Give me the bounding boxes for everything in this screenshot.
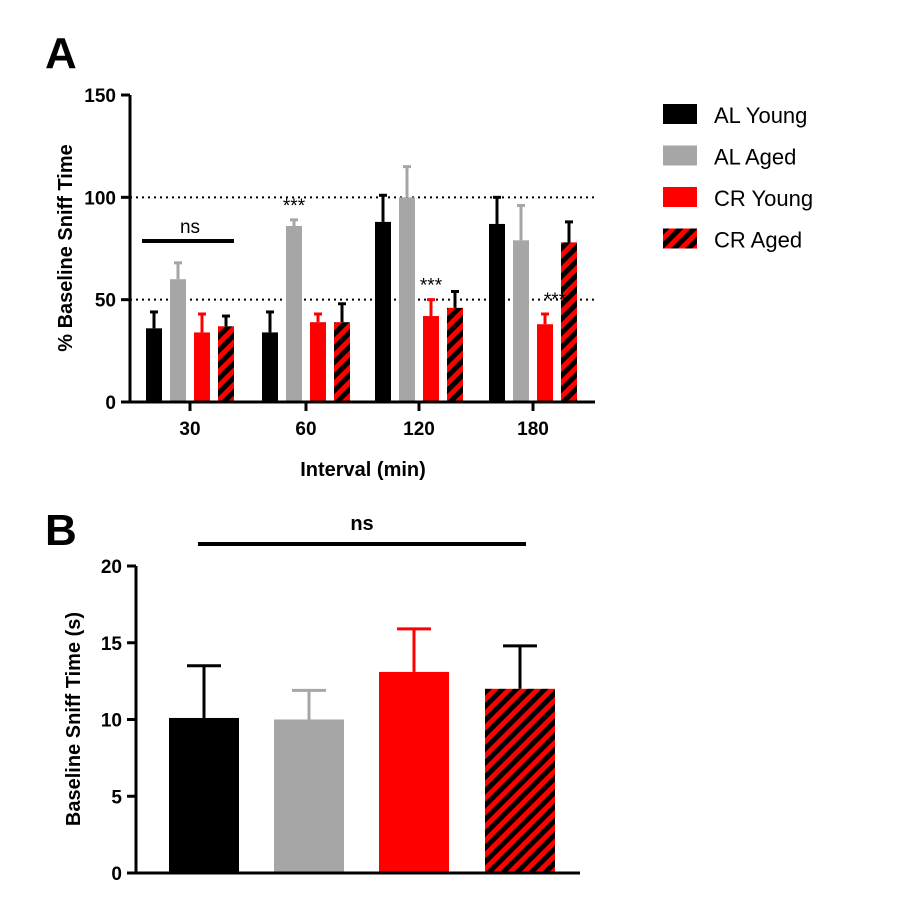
x-tick-label: 120 — [403, 419, 435, 440]
legend-label: CR Aged — [714, 228, 802, 253]
x-tick-label: 60 — [295, 419, 316, 440]
legend-swatch — [663, 104, 697, 124]
bar — [489, 223, 505, 402]
y-tick-label: 5 — [111, 787, 122, 808]
bar — [218, 326, 234, 402]
bar — [310, 322, 326, 402]
bar — [170, 279, 186, 402]
legend: AL Young AL Aged CR Young CR Aged — [663, 103, 813, 253]
panel-a-label: A — [45, 29, 77, 78]
bar — [194, 332, 210, 402]
panel-a-y-axis-title: % Baseline Sniff Time — [55, 144, 77, 351]
significance-label: *** — [544, 290, 567, 311]
legend-label: CR Young — [714, 186, 813, 211]
bar — [399, 197, 415, 402]
bar — [262, 332, 278, 402]
y-tick-label: 15 — [101, 634, 123, 655]
bar — [274, 719, 344, 873]
bar — [146, 328, 162, 402]
y-tick-label: 150 — [84, 86, 116, 107]
y-tick-label: 100 — [84, 188, 116, 209]
bar — [561, 242, 577, 402]
significance-label: *** — [420, 276, 443, 297]
x-tick-label: 30 — [179, 419, 200, 440]
significance-label: *** — [283, 196, 306, 217]
bar — [375, 221, 391, 402]
y-tick-label: 10 — [101, 711, 122, 732]
y-tick-label: 20 — [101, 557, 122, 578]
y-tick-label: 0 — [105, 393, 116, 414]
legend-label: AL Aged — [714, 145, 796, 170]
panel-b-y-axis-title: Baseline Sniff Time (s) — [63, 612, 85, 826]
bar — [485, 688, 555, 873]
significance-label: ns — [350, 513, 373, 535]
panel-b-chart: 0 5 10 15 20 ns — [101, 513, 580, 885]
bar — [379, 671, 449, 873]
legend-label: AL Young — [714, 103, 807, 128]
bar — [423, 316, 439, 402]
legend-swatch — [663, 145, 697, 166]
legend-swatch — [663, 228, 697, 249]
panel-a-x-axis-title: Interval (min) — [300, 459, 426, 481]
bar — [447, 307, 463, 402]
y-tick-label: 0 — [111, 864, 122, 885]
bar — [513, 240, 529, 402]
bar — [537, 324, 553, 402]
y-tick-label: 50 — [95, 291, 116, 312]
bar — [334, 322, 350, 402]
x-tick-label: 180 — [517, 419, 549, 440]
bar — [286, 225, 302, 402]
panel-a-chart: 0 50 100 150 30 60 120 180 ns *** *** *** — [84, 86, 595, 440]
significance-label: ns — [180, 217, 200, 238]
bar — [169, 717, 239, 873]
panel-b-label: B — [45, 506, 77, 555]
legend-swatch — [663, 187, 697, 207]
